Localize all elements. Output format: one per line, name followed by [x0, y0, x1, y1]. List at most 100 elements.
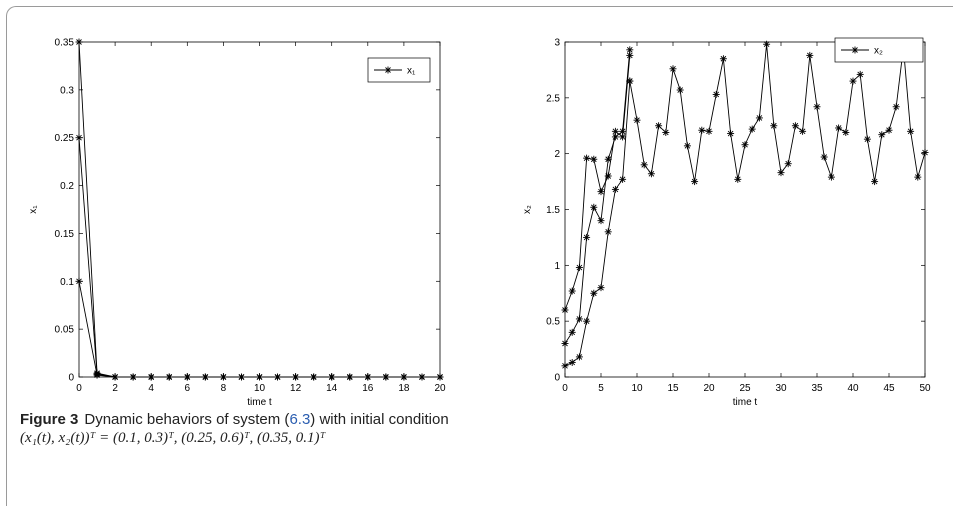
data-point-x2	[835, 124, 843, 132]
data-point-x2	[784, 160, 792, 168]
data-point-x2	[885, 126, 893, 134]
data-point-x1	[274, 373, 282, 381]
y-tick-label-x2: 2.5	[546, 93, 560, 104]
data-point-x2	[568, 358, 576, 366]
data-point-x2	[583, 233, 591, 241]
legend-label-x1: x₁	[407, 66, 416, 77]
data-point-x1	[256, 373, 263, 381]
x-tick-label-x1: 0	[76, 383, 82, 394]
data-point-x2	[597, 188, 605, 196]
data-point-x2	[575, 264, 583, 272]
data-point-x2	[907, 127, 915, 135]
data-point-x1	[147, 373, 155, 381]
series-line-x1-1	[78, 137, 440, 378]
x-tick-label-x2: 10	[631, 383, 643, 394]
data-point-x2	[669, 65, 677, 73]
data-point-x2	[655, 122, 663, 130]
data-point-x1	[436, 373, 444, 381]
data-point-x2	[820, 153, 828, 161]
y-tick-label-x1: 0.05	[55, 325, 75, 336]
data-point-x2	[619, 175, 627, 183]
y-tick-label-x1: 0.25	[55, 133, 75, 144]
data-point-x2	[633, 116, 641, 124]
data-point-x1	[418, 373, 426, 381]
y-tick-label-x1: 0	[68, 373, 74, 384]
x-tick-label-x2: 15	[667, 383, 679, 394]
legend-label-x2: x₂	[874, 46, 883, 57]
plot-area-x1	[78, 41, 441, 378]
data-point-x1	[129, 373, 137, 381]
x-tick-label-x1: 4	[148, 383, 154, 394]
data-point-x2	[691, 178, 699, 186]
x-tick-label-x1: 8	[221, 383, 227, 394]
legend-marker-x1	[384, 66, 392, 74]
data-point-x2	[827, 173, 835, 181]
x-tick-label-x2: 20	[703, 383, 715, 394]
series-line-x1-2	[78, 41, 440, 378]
data-point-x1	[201, 373, 209, 381]
x-tick-label-x1: 12	[290, 383, 302, 394]
data-point-x2	[590, 289, 598, 297]
data-point-x2	[871, 178, 879, 186]
data-point-x2	[626, 77, 634, 85]
caption-line-1: Figure 3 Dynamic behaviors of system (6.3…	[20, 410, 940, 429]
x-tick-label-x2: 45	[883, 383, 895, 394]
series-line-x2-3	[629, 44, 926, 182]
y-tick-label-x1: 0.35	[55, 38, 75, 49]
data-point-x2	[712, 90, 720, 98]
data-point-x1	[93, 369, 101, 377]
data-point-x2	[590, 203, 598, 211]
x-tick-label-x1: 10	[254, 383, 266, 394]
y-tick-label-x2: 3	[554, 38, 560, 49]
x-tick-label-x1: 6	[185, 383, 191, 394]
data-point-x2	[921, 149, 929, 157]
data-point-x1	[111, 373, 119, 381]
x-axis-label-x1: time t	[247, 397, 272, 408]
x-tick-label-x1: 18	[398, 383, 410, 394]
x-tick-label-x2: 30	[775, 383, 787, 394]
y-tick-label-x2: 1.5	[546, 205, 560, 216]
y-tick-label-x2: 0.5	[546, 317, 560, 328]
data-point-x2	[842, 128, 850, 136]
data-point-x2	[626, 51, 634, 59]
data-point-x2	[647, 170, 655, 178]
series-line-x2-2	[564, 55, 631, 311]
data-point-x2	[705, 127, 713, 135]
data-point-x2	[806, 51, 814, 59]
data-point-x2	[597, 284, 605, 292]
data-point-x1	[75, 277, 83, 285]
data-point-x2	[597, 217, 605, 225]
x-tick-label-x2: 35	[811, 383, 823, 394]
data-point-x2	[719, 55, 727, 63]
x-tick-label-x2: 0	[562, 383, 568, 394]
data-point-x2	[575, 353, 583, 361]
data-point-x2	[863, 135, 871, 143]
caption-math-line: (x₁(t), x₂(t))ᵀ = (0.1, 0.3)ᵀ, (0.25, 0.…	[20, 430, 326, 446]
data-point-x2	[640, 161, 648, 169]
data-point-x2	[755, 114, 763, 122]
data-point-x1	[364, 373, 372, 381]
caption-equation-link[interactable]: 6.3	[289, 411, 311, 428]
data-point-x2	[583, 154, 591, 162]
y-tick-label-x1: 0.2	[60, 181, 74, 192]
data-point-x2	[561, 362, 569, 370]
y-axis-label-x1: x₁	[28, 205, 39, 214]
data-point-x2	[777, 169, 785, 177]
data-point-x2	[727, 130, 735, 138]
x-tick-label-x2: 25	[739, 383, 751, 394]
legend-marker-x2	[851, 46, 859, 54]
data-point-x2	[575, 315, 583, 323]
x-tick-label-x1: 2	[112, 383, 118, 394]
data-point-x2	[619, 133, 627, 141]
data-point-x1	[382, 373, 390, 381]
figure-frame	[6, 6, 953, 506]
y-tick-label-x2: 1	[554, 261, 560, 272]
data-point-x1	[183, 373, 191, 381]
caption-text-before: Dynamic behaviors of system (	[84, 411, 290, 428]
data-point-x2	[683, 142, 691, 150]
data-point-x1	[237, 373, 245, 381]
data-point-x2	[748, 125, 756, 133]
data-point-x2	[568, 328, 576, 336]
y-axis-label-x2: x₂	[522, 205, 533, 214]
plot-area-x2	[564, 41, 926, 378]
